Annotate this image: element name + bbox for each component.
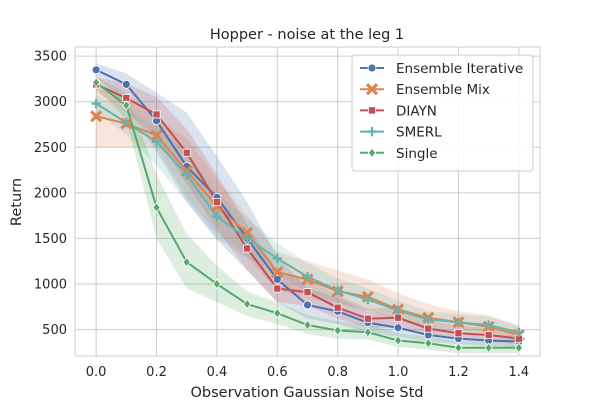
- legend-swatch-marker: [367, 63, 377, 73]
- legend-label: Ensemble Mix: [396, 82, 490, 98]
- point-smerl: [514, 327, 524, 337]
- y-tick-label: 1000: [34, 277, 67, 292]
- point-diayn: [424, 324, 433, 333]
- point-single: [212, 278, 222, 290]
- legend-label: DIAYN: [396, 103, 437, 119]
- point-ensemble-iterative: [393, 323, 403, 333]
- point-single: [152, 202, 161, 213]
- point-smerl: [453, 317, 464, 327]
- point-diayn: [394, 313, 403, 322]
- band-single: [96, 77, 519, 354]
- point-ensemble-mix: [150, 129, 163, 142]
- point-diayn: [303, 288, 312, 297]
- point-smerl: [182, 170, 192, 180]
- point-single: [273, 307, 282, 319]
- y-tick-label: 500: [42, 323, 67, 338]
- point-smerl: [121, 118, 131, 128]
- legend-item-ensemble-iterative: Ensemble Iterative: [360, 61, 523, 77]
- x-tick-label: 0.6: [267, 365, 288, 380]
- x-tick-label: 0.0: [86, 365, 107, 380]
- point-smerl: [302, 272, 313, 282]
- point-diayn: [273, 284, 282, 293]
- point-single: [454, 342, 463, 354]
- point-smerl: [333, 285, 343, 295]
- plot-border: [74, 46, 541, 357]
- x-tick-label: 1.4: [509, 365, 530, 380]
- point-single: [243, 298, 252, 310]
- x-axis-label: Observation Gaussian Noise Std: [191, 385, 424, 400]
- x-tick-label: 0.4: [207, 365, 228, 380]
- legend: Ensemble Iterative Ensemble Mix DIAYN SMERL…: [351, 54, 534, 172]
- y-tick-label: 2000: [34, 186, 67, 201]
- legend-swatch-marker: [367, 127, 377, 137]
- legend-item-single: Single: [360, 146, 438, 162]
- legend-item-smerl: SMERL: [360, 125, 442, 141]
- x-tick-labels: 0.0 0.2 0.4 0.6 0.8 1.0 1.2 1.4: [86, 365, 529, 380]
- legend-label: Ensemble Iterative: [396, 61, 523, 77]
- point-smerl: [91, 98, 101, 109]
- point-smerl: [212, 211, 222, 222]
- legend-swatch-marker: [367, 147, 377, 159]
- point-diayn: [182, 148, 191, 157]
- y-tick-labels: 500 1000 1500 2000 2500 3000 3500: [34, 50, 67, 338]
- plot-frame: [74, 46, 541, 357]
- x-tick-label: 0.8: [327, 365, 348, 380]
- point-single: [393, 335, 403, 346]
- point-smerl: [272, 253, 282, 264]
- point-ensemble-mix: [271, 266, 284, 279]
- legend-box: [351, 54, 534, 172]
- point-smerl: [423, 314, 433, 325]
- point-ensemble-mix: [241, 226, 254, 240]
- y-tick-label: 1500: [34, 232, 67, 247]
- y-tick-label: 3500: [34, 50, 67, 65]
- point-single: [484, 342, 493, 354]
- legend-item-ensemble-mix: Ensemble Mix: [360, 82, 490, 98]
- point-single: [333, 325, 342, 336]
- data-points: [90, 65, 525, 354]
- point-diayn: [454, 329, 463, 338]
- point-smerl: [151, 137, 162, 147]
- point-single: [92, 77, 101, 88]
- point-smerl: [363, 294, 373, 305]
- point-diayn: [212, 197, 221, 206]
- legend-item-diayn: DIAYN: [360, 103, 437, 119]
- point-single: [424, 337, 433, 349]
- x-tick-label: 1.0: [388, 365, 409, 380]
- point-ensemble-iterative: [121, 79, 131, 89]
- chart-title: Hopper - noise at the leg 1: [210, 27, 404, 43]
- legend-swatch-marker: [367, 106, 376, 115]
- point-single: [122, 100, 131, 111]
- y-tick-label: 2500: [34, 141, 67, 156]
- point-ensemble-iterative: [91, 65, 101, 75]
- point-smerl: [242, 233, 252, 244]
- x-tick-label: 0.2: [146, 365, 167, 380]
- point-smerl: [393, 305, 403, 316]
- y-axis-label: Return: [9, 178, 25, 226]
- legend-label: SMERL: [396, 125, 442, 141]
- point-diayn: [484, 331, 493, 340]
- x-tick-label: 1.2: [448, 365, 469, 380]
- point-ensemble-iterative: [272, 275, 282, 284]
- point-diayn: [363, 314, 372, 323]
- point-single: [363, 327, 372, 338]
- point-diayn: [333, 303, 342, 312]
- point-single: [514, 342, 523, 354]
- point-ensemble-mix: [90, 110, 103, 123]
- legend-swatch-marker: [365, 83, 379, 96]
- point-diayn: [152, 110, 161, 119]
- point-single: [182, 256, 191, 268]
- point-smerl: [484, 320, 494, 330]
- point-ensemble-iterative: [303, 300, 312, 310]
- point-diayn: [243, 244, 252, 253]
- y-tick-label: 3000: [34, 95, 67, 110]
- point-single: [303, 319, 312, 331]
- legend-label: Single: [396, 146, 438, 162]
